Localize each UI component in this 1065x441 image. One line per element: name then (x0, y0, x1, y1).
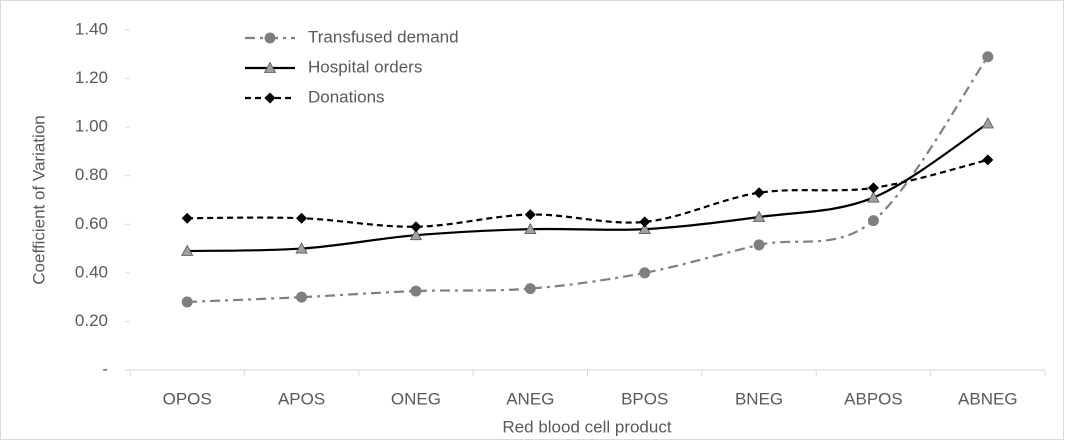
y-axis-label: Coefficient of Variation (29, 115, 48, 284)
x-tick-label: ABPOS (844, 389, 903, 408)
point (867, 215, 879, 227)
point (982, 51, 994, 63)
point (639, 267, 651, 279)
point (410, 285, 422, 297)
point (181, 212, 193, 224)
point (524, 209, 536, 221)
x-tick-label: OPOS (163, 389, 212, 408)
point (752, 210, 766, 222)
point (638, 222, 651, 235)
y-tick-label: 1.20 (75, 68, 108, 87)
point (867, 182, 879, 194)
legend-label: Transfused demand (308, 27, 459, 46)
point (296, 291, 308, 303)
point (867, 191, 880, 203)
point (263, 61, 277, 73)
legend-label: Donations (308, 87, 385, 106)
x-tick-label: ONEG (391, 389, 441, 408)
point (753, 239, 765, 251)
point (295, 242, 308, 254)
x-axis-label: Red blood cell product (502, 417, 671, 436)
point (524, 222, 537, 235)
x-tick-label: BPOS (621, 389, 668, 408)
y-tick-label: 1.40 (75, 19, 108, 38)
series-line (187, 158, 989, 228)
legend-label: Hospital orders (308, 57, 422, 76)
point (524, 283, 536, 295)
point (639, 216, 651, 228)
y-tick-label: 0.40 (75, 262, 108, 281)
x-tick-label: APOS (278, 389, 325, 408)
y-tick-label: 0.20 (75, 311, 108, 330)
point (264, 92, 276, 104)
point (181, 296, 193, 308)
y-tick-label: 0.80 (75, 165, 108, 184)
point (296, 212, 308, 224)
point (981, 117, 994, 129)
y-tick-label: 0.60 (75, 214, 108, 233)
x-tick-label: ABNEG (958, 389, 1018, 408)
y-tick-label: 1.00 (75, 117, 108, 136)
point (181, 244, 194, 256)
point (753, 187, 765, 199)
x-tick-label: ANEG (506, 389, 554, 408)
y-tick-label: - (102, 359, 108, 378)
point (264, 32, 276, 44)
point (410, 221, 422, 233)
point (982, 154, 994, 166)
point (409, 228, 423, 241)
x-tick-label: BNEG (735, 389, 783, 408)
